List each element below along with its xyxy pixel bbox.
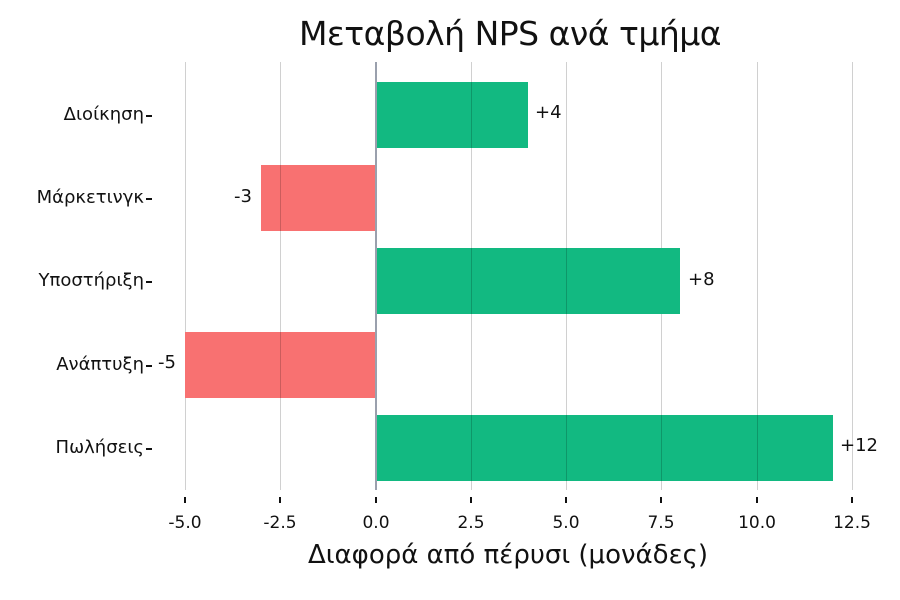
value-label: +8: [688, 269, 715, 290]
x-tick: [279, 497, 281, 503]
gridline: [757, 62, 758, 490]
value-label: -3: [234, 186, 252, 207]
bar-poliseis: [376, 415, 833, 481]
x-tick: [565, 497, 567, 503]
bar-dioikisi: [376, 82, 528, 148]
x-tick: [375, 497, 377, 503]
gridline: [852, 62, 853, 490]
x-tick: [756, 497, 758, 503]
x-tick: [184, 497, 186, 503]
y-tick-label: Ανάπτυξη: [56, 354, 144, 375]
bar-ypostirixi: [376, 248, 680, 314]
x-tick-label: 2.5: [457, 513, 485, 533]
x-tick-label: 7.5: [647, 513, 675, 533]
y-tick-label: Μάρκετινγκ: [36, 187, 144, 208]
x-axis-title: Διαφορά από πέρυσι (μονάδες): [307, 540, 709, 570]
y-tick-label: Υποστήριξη: [38, 270, 144, 291]
x-tick-label: 5.0: [552, 513, 580, 533]
value-label: +12: [840, 435, 878, 456]
x-tick-label: 12.5: [833, 513, 871, 533]
gridline: [280, 62, 281, 490]
chart-title: Μεταβολή NPS ανά τμήμα: [298, 14, 722, 53]
y-tick: [146, 448, 152, 450]
y-tick: [146, 115, 152, 117]
y-tick: [146, 198, 152, 200]
zero-line: [375, 62, 377, 490]
x-tick: [851, 497, 853, 503]
y-tick: [146, 365, 152, 367]
gridline: [185, 62, 186, 490]
value-label: +4: [535, 102, 562, 123]
x-tick: [660, 497, 662, 503]
x-tick: [470, 497, 472, 503]
x-tick-label: -5.0: [168, 513, 202, 533]
x-tick-label: 0.0: [362, 513, 390, 533]
x-tick-label: -2.5: [263, 513, 297, 533]
bar-anaptyxi: [185, 332, 376, 398]
value-label: -5: [158, 352, 176, 373]
x-tick-label: 10.0: [738, 513, 776, 533]
y-tick-label: Πωλήσεις: [55, 437, 144, 458]
y-tick-label: Διοίκηση: [63, 104, 144, 125]
bar-marketing: [261, 165, 376, 231]
y-tick: [146, 281, 152, 283]
